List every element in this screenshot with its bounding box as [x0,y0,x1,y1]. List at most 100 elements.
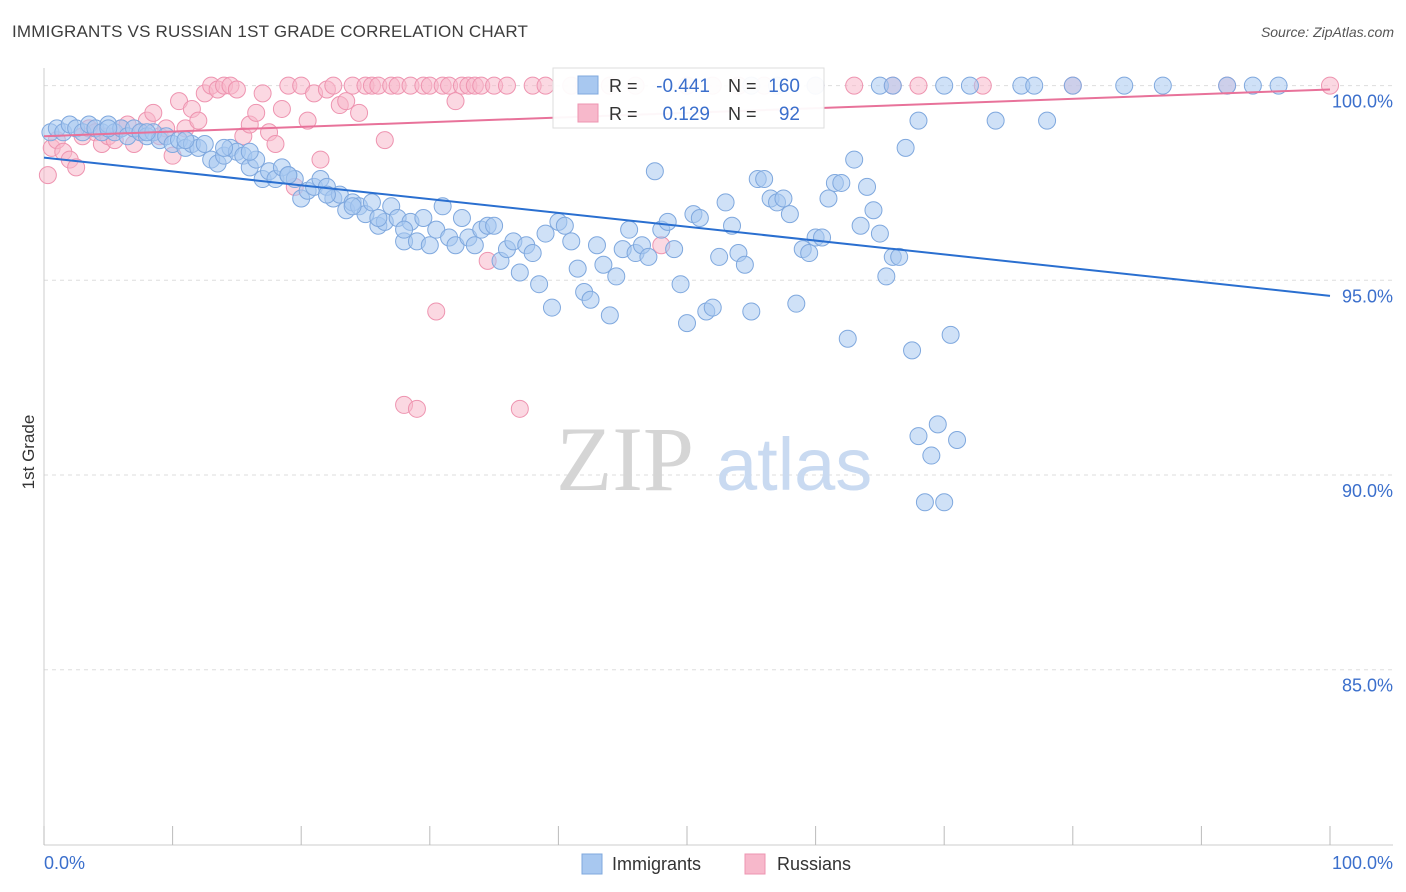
immigrants-point [568,259,587,278]
legend-swatch-immigrants [577,75,599,95]
series-legend-swatch-immigrants [581,853,603,875]
series-legend-swatch-russians [744,853,766,875]
immigrants-point [819,189,838,208]
russians-point [272,99,291,118]
immigrants-point [851,216,870,235]
immigrants-point [536,224,555,243]
immigrants-point [395,220,414,239]
russians-point [253,84,272,103]
russians-point [311,150,330,169]
immigrants-point [986,111,1005,130]
immigrants-point [800,244,819,263]
immigrants-point [433,197,452,216]
immigrants-point [723,216,742,235]
immigrants-point [607,267,626,286]
immigrants-point [620,220,639,239]
immigrants-point [645,162,664,181]
russians-point [909,76,928,95]
immigrants-point [935,76,954,95]
immigrants-point [420,236,439,255]
immigrants-point [555,216,574,235]
immigrants-point [935,493,954,512]
legend-n-label-1: N = [728,76,757,96]
series-legend: Immigrants Russians [581,853,851,875]
russians-point [446,92,465,111]
immigrants-point [787,294,806,313]
immigrants-point [530,275,549,294]
legend-r-label-2: R = [609,104,638,124]
y-axis-label: 1st Grade [19,415,38,490]
x-tick-label: 0.0% [44,853,85,873]
immigrants-point [922,446,941,465]
immigrants-point [581,290,600,309]
y-tick-label: 85.0% [1342,676,1393,696]
immigrants-trend-line [43,156,1331,297]
immigrants-point [678,314,696,333]
immigrants-point [195,134,214,153]
immigrants-point [1269,76,1288,95]
immigrants-point [665,240,684,259]
immigrants-point [1025,76,1044,95]
immigrants-point [1153,76,1172,95]
immigrants-point [523,244,542,263]
immigrants-point [562,232,581,251]
immigrants-point [690,208,709,227]
immigrants-point [542,298,561,317]
immigrants-point [703,298,722,317]
immigrants-point [864,201,883,220]
immigrants-point [915,493,934,512]
immigrants-point [99,119,118,138]
legend-swatch-russians [577,103,599,123]
russians-point [266,134,285,153]
russians-point [427,302,446,321]
immigrants-point [658,212,677,231]
immigrants-point [755,170,774,189]
immigrants-point [896,138,915,157]
stats-legend: R = -0.441 N = 160 R = 0.129 N = 92 [552,67,825,129]
russians-point [845,76,864,95]
immigrants-point [832,173,851,192]
legend-r-value-2: 0.129 [662,104,710,125]
immigrants-point [1038,111,1057,130]
immigrants-point [774,189,793,208]
immigrants-point [1243,76,1262,95]
immigrants-point [858,177,877,196]
immigrants-point [909,111,928,130]
immigrants-point [279,166,298,185]
legend-r-value-1: -0.441 [656,76,710,97]
legend-n-label-2: N = [728,104,757,124]
immigrants-point [928,415,947,434]
immigrants-point [465,236,484,255]
immigrants-point [948,430,967,449]
immigrants-point [594,255,613,274]
immigrants-point [941,325,960,344]
immigrants-point [587,236,606,255]
immigrants-point [240,142,259,161]
russians-point [38,166,57,185]
x-tick-label: 100.0% [1332,853,1393,873]
immigrants-point [780,205,799,224]
immigrants-point [485,216,504,235]
russians-point [407,399,426,418]
immigrants-point [909,427,928,446]
russians-point [324,76,343,95]
immigrants-point [1063,76,1082,95]
immigrants-point [600,306,619,325]
immigrants-point [883,76,902,95]
immigrants-point [369,208,388,227]
chart-title: IMMIGRANTS VS RUSSIAN 1ST GRADE CORRELAT… [12,22,529,41]
immigrants-point [362,193,381,212]
watermark-zip: ZIP [556,408,694,510]
immigrants-point [710,247,729,266]
chart-source: Source: ZipAtlas.com [1260,24,1394,40]
immigrants-points [41,76,1288,512]
immigrants-point [838,329,857,348]
immigrants-point [452,208,471,227]
immigrants-point [510,263,529,282]
russians-point [497,76,516,95]
y-tick-label: 95.0% [1342,286,1393,306]
russians-point [375,131,394,150]
immigrants-point [414,208,433,227]
russians-point [247,103,266,122]
immigrants-point [1115,76,1134,95]
